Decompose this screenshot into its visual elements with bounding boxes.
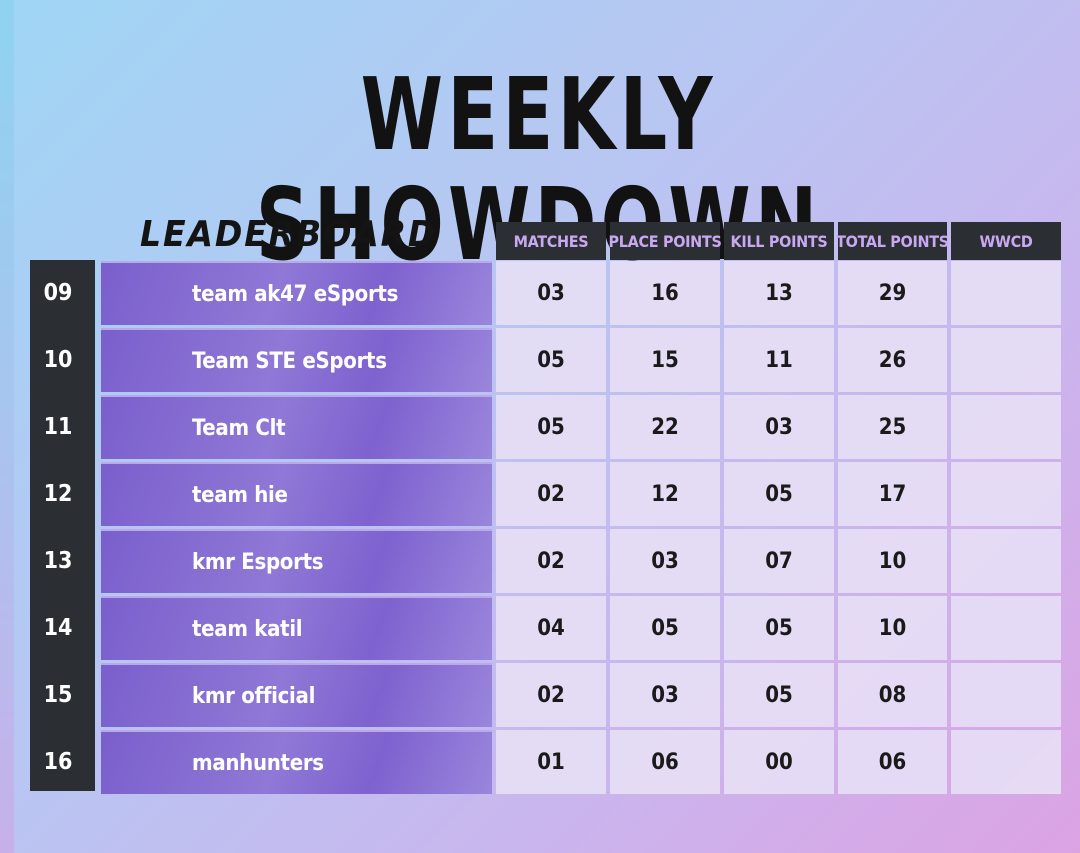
team-name: kmr Esports — [101, 529, 492, 593]
rank-number: 11 — [43, 414, 73, 440]
team-name: manhunters — [101, 730, 492, 794]
wwcd-cell — [951, 596, 1061, 660]
kill-points-cell: 13 — [724, 261, 834, 325]
total-points-cell: 06 — [838, 730, 947, 794]
wwcd-cell — [951, 529, 1061, 593]
matches-cell: 02 — [496, 462, 606, 526]
team-name: team katil — [101, 596, 492, 660]
matches-cell: 04 — [496, 596, 606, 660]
kill-points-cell: 05 — [724, 462, 834, 526]
rank-number: 09 — [43, 280, 73, 306]
place-points-cell: 22 — [610, 395, 720, 459]
matches-cell: 05 — [496, 395, 606, 459]
kill-points-cell: 05 — [724, 663, 834, 727]
place-points-cell: 12 — [610, 462, 720, 526]
team-name: team ak47 eSports — [101, 261, 492, 325]
matches-cell: 02 — [496, 663, 606, 727]
kill-points-cell: 07 — [724, 529, 834, 593]
wwcd-cell — [951, 663, 1061, 727]
team-name: team hie — [101, 462, 492, 526]
place-points-cell: 16 — [610, 261, 720, 325]
column-header-matches: MATCHES — [496, 222, 606, 260]
column-header-place-points: PLACE POINTS — [608, 222, 722, 260]
place-points-cell: 05 — [610, 596, 720, 660]
column-header-kill-points: KILL POINTS — [724, 222, 834, 260]
wwcd-cell — [951, 462, 1061, 526]
total-points-cell: 10 — [838, 529, 947, 593]
rank-number: 13 — [43, 548, 73, 574]
rank-number: 12 — [43, 481, 73, 507]
team-name: Team STE eSports — [101, 328, 492, 392]
matches-cell: 01 — [496, 730, 606, 794]
rank-number: 15 — [43, 682, 73, 708]
matches-cell: 03 — [496, 261, 606, 325]
rank-number: 14 — [43, 615, 73, 641]
total-points-cell: 26 — [838, 328, 947, 392]
wwcd-cell — [951, 730, 1061, 794]
total-points-cell: 25 — [838, 395, 947, 459]
left-edge-strip — [0, 0, 14, 853]
team-name: Team Clt — [101, 395, 492, 459]
total-points-cell: 10 — [838, 596, 947, 660]
kill-points-cell: 03 — [724, 395, 834, 459]
wwcd-cell — [951, 261, 1061, 325]
kill-points-cell: 00 — [724, 730, 834, 794]
matches-cell: 02 — [496, 529, 606, 593]
kill-points-cell: 11 — [724, 328, 834, 392]
rank-column — [30, 260, 95, 791]
wwcd-cell — [951, 328, 1061, 392]
column-header-wwcd: WWCD — [951, 222, 1061, 260]
kill-points-cell: 05 — [724, 596, 834, 660]
place-points-cell: 03 — [610, 529, 720, 593]
team-name: kmr official — [101, 663, 492, 727]
place-points-cell: 06 — [610, 730, 720, 794]
total-points-cell: 17 — [838, 462, 947, 526]
matches-cell: 05 — [496, 328, 606, 392]
wwcd-cell — [951, 395, 1061, 459]
leaderboard-subtitle: LEADERBOARD — [140, 214, 438, 255]
place-points-cell: 03 — [610, 663, 720, 727]
place-points-cell: 15 — [610, 328, 720, 392]
rank-number: 16 — [43, 749, 73, 775]
column-header-total-points: TOTAL POINTS — [836, 222, 949, 260]
total-points-cell: 29 — [838, 261, 947, 325]
total-points-cell: 08 — [838, 663, 947, 727]
rank-number: 10 — [43, 347, 73, 373]
